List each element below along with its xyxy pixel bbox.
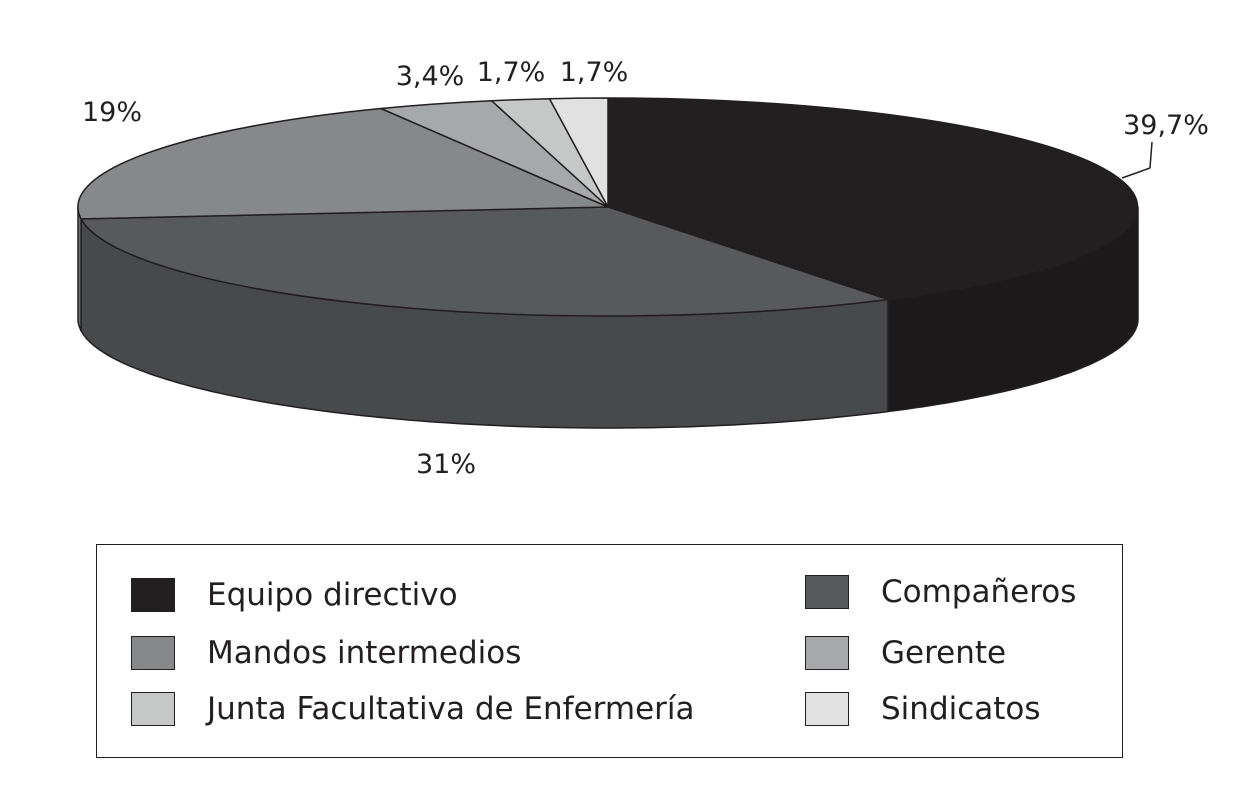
legend-swatch: [131, 578, 175, 612]
legend-swatch: [131, 692, 175, 726]
data-label: 39,7%: [1123, 110, 1209, 141]
pie-chart: 39,7% 31% 19% 3,4% 1,7% 1,7%: [77, 57, 1209, 480]
legend-label: Sindicatos: [881, 690, 1041, 727]
legend-label: Equipo directivo: [207, 576, 458, 613]
legend-swatch: [131, 636, 175, 670]
data-label: 31%: [416, 449, 476, 480]
data-label: 1,7%: [477, 57, 546, 88]
legend-label: Junta Facultativa de Enfermería: [207, 690, 695, 727]
legend-swatch: [805, 636, 849, 670]
pie-side-mandos-intermedios: [77, 206, 82, 332]
legend-label: Compañeros: [881, 573, 1077, 610]
legend-label: Mandos intermedios: [207, 634, 522, 671]
legend-item: Gerente: [805, 636, 1006, 670]
pie-slice-mandos-intermedios: [77, 107, 609, 220]
legend: Equipo directivo Compañeros Mandos inter…: [96, 544, 1123, 758]
legend-item: Mandos intermedios: [131, 636, 521, 670]
legend-label: Gerente: [881, 634, 1007, 671]
legend-item: Compañeros: [805, 575, 1076, 609]
legend-swatch: [805, 692, 849, 726]
legend-item: Sindicatos: [805, 692, 1041, 726]
data-label: 19%: [82, 97, 142, 128]
leader-line: [1149, 141, 1153, 169]
data-label: 3,4%: [396, 61, 465, 92]
leader-line: [1121, 167, 1151, 179]
data-label: 1,7%: [560, 57, 629, 88]
pie-tops: [77, 97, 1139, 317]
legend-item: Equipo directivo: [131, 578, 458, 612]
legend-swatch: [805, 575, 849, 609]
pie-slice-equipo-directivo: [607, 97, 1139, 301]
pie-slice-compa-eros: [80, 206, 889, 317]
pie-slice-sindicatos: [548, 97, 609, 208]
pie-labels: 39,7% 31% 19% 3,4% 1,7% 1,7%: [82, 57, 1209, 480]
legend-item: Junta Facultativa de Enfermería: [131, 692, 695, 726]
